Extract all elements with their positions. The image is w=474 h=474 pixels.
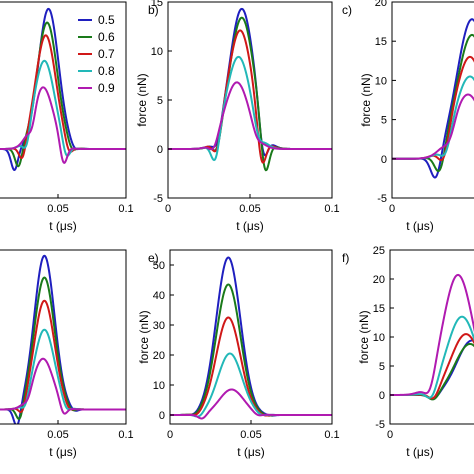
x-axis-label: t (μs) [406, 445, 434, 459]
y-tick-label: 10 [151, 46, 163, 58]
y-tick-label: 10 [375, 75, 387, 87]
series-line-0.6 [390, 342, 474, 401]
x-tick-label: 0 [165, 203, 171, 215]
panel-label: b) [148, 3, 159, 17]
series-line-0.5 [390, 339, 474, 400]
y-axis-label: force (nN) [137, 310, 151, 363]
y-tick-label: 10 [373, 332, 385, 344]
y-tick-label: 15 [375, 36, 387, 48]
series-group [0, 7, 126, 172]
series-line-0.7 [390, 333, 474, 400]
legend-label: 0.6 [98, 30, 115, 44]
legend-label: 0.5 [98, 13, 115, 27]
x-tick-label: 0 [387, 429, 393, 441]
panel-label: c) [342, 3, 352, 17]
x-tick-label: 0 [389, 203, 395, 215]
series-group [168, 7, 332, 172]
y-tick-label: 0 [381, 154, 387, 166]
series-group [0, 254, 126, 424]
x-tick-label: 0.05 [240, 429, 261, 441]
x-tick-label: 0.1 [324, 203, 339, 215]
x-tick-label: 0 [167, 429, 173, 441]
y-tick-label: 30 [153, 320, 165, 332]
y-tick-label: 0 [157, 144, 163, 156]
panel-label: e) [148, 251, 159, 265]
x-tick-label: 0.05 [47, 429, 68, 441]
legend-label: 0.7 [98, 47, 115, 61]
series-line-0.9 [390, 273, 474, 396]
y-axis-label: force (nN) [357, 310, 371, 363]
series-line-0.9 [0, 86, 126, 164]
y-tick-label: 10 [153, 380, 165, 392]
y-tick-label: 0 [379, 390, 385, 402]
y-tick-label: -5 [377, 193, 387, 205]
y-tick-label: 15 [373, 303, 385, 315]
series-line-0.8 [0, 328, 126, 411]
series-group [170, 256, 332, 420]
x-tick-label: 0.1 [324, 429, 339, 441]
series-group [390, 273, 474, 401]
series-line-0.9 [170, 388, 332, 420]
y-tick-label: -5 [153, 193, 163, 205]
y-tick-label: 15 [151, 0, 163, 9]
y-tick-label: 20 [373, 274, 385, 286]
x-axis-label: t (μs) [236, 219, 264, 233]
y-tick-label: 50 [153, 260, 165, 272]
panel-1: 0.05 0.1 t (μs) [0, 1, 134, 233]
x-tick-label: 0.05 [239, 203, 260, 215]
y-tick-label: 5 [157, 95, 163, 107]
legend: 0.5 0.6 0.7 0.8 0.9 [78, 13, 115, 95]
series-line-0.7 [392, 55, 474, 162]
y-axis-label: force (nN) [135, 73, 149, 126]
plot-frame [391, 1, 474, 199]
y-tick-label: -5 [375, 419, 385, 431]
panel-4: 0.05 0.1 t (μs) [0, 249, 134, 459]
x-axis-label: t (μs) [237, 445, 265, 459]
x-axis-label: t (μs) [49, 219, 77, 233]
panel-label: f) [342, 251, 349, 265]
x-tick-label: 0.05 [47, 203, 68, 215]
series-line-0.9 [0, 357, 126, 415]
y-tick-label: 5 [381, 115, 387, 127]
panel-3: -50510152000.05t (μs)force (nN)c) [342, 0, 474, 233]
y-tick-label: 5 [379, 361, 385, 373]
y-tick-label: 0 [159, 410, 165, 422]
legend-label: 0.9 [98, 81, 115, 95]
series-line-0.8 [392, 75, 474, 160]
x-tick-label: 0.1 [118, 203, 133, 215]
series-line-0.9 [168, 81, 332, 151]
y-tick-label: 20 [153, 350, 165, 362]
series-line-0.8 [168, 55, 332, 162]
panel-6: -5051015202500.05t (μs)force (nN)f) [342, 245, 474, 459]
x-axis-label: t (μs) [49, 445, 77, 459]
y-axis-label: force (nN) [359, 73, 373, 126]
series-line-0.5 [168, 7, 332, 157]
series-line-0.8 [390, 315, 474, 399]
x-axis-label: t (μs) [406, 219, 434, 233]
panel-5: 0 10 20 30 40 50 0 0.05 0.1 t (μs) force (nN) e) [137, 249, 340, 459]
legend-label: 0.8 [98, 64, 115, 78]
series-group [392, 18, 474, 179]
y-tick-label: 20 [375, 0, 387, 9]
y-tick-label: 25 [373, 245, 385, 257]
series-line-0.9 [392, 93, 474, 160]
y-tick-label: 40 [153, 290, 165, 302]
x-tick-label: 0.1 [118, 429, 133, 441]
